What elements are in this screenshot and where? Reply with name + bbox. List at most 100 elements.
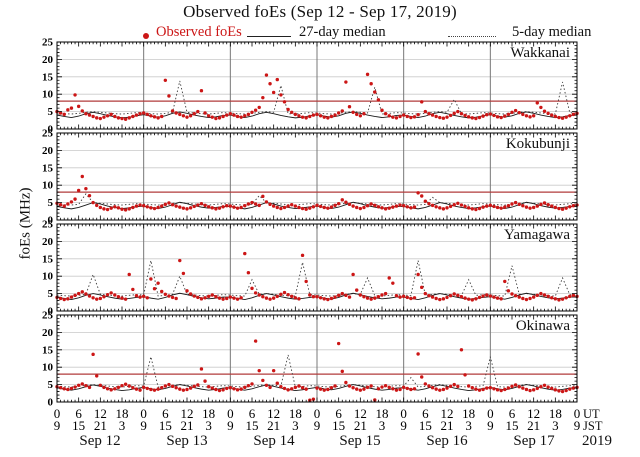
svg-text:21: 21 [267,418,280,433]
svg-text:12: 12 [267,406,280,421]
svg-text:18: 18 [116,406,129,421]
legend-27day-median-label: 27-day median [299,24,386,40]
svg-text:0: 0 [400,406,407,421]
svg-text:15: 15 [42,71,54,83]
year-label: 2019 [582,433,612,449]
svg-text:20: 20 [42,327,54,339]
date-label-sep15: Sep 15 [339,433,381,449]
date-label-sep13: Sep 13 [166,433,208,449]
svg-text:6: 6 [162,406,169,421]
svg-text:20: 20 [42,236,54,248]
median5-line [56,354,578,388]
svg-text:3: 3 [205,418,212,433]
svg-text:15: 15 [246,418,259,433]
panel-frame [56,223,578,312]
svg-text:12: 12 [181,406,194,421]
svg-text:15: 15 [42,344,54,356]
svg-text:10: 10 [42,89,54,101]
observed-dots [55,72,579,121]
svg-text:25: 25 [42,310,54,322]
svg-text:0: 0 [314,406,321,421]
panel-okinawa: 0 5 10 15 20 25 [42,310,579,409]
svg-text:3: 3 [379,418,386,433]
svg-text:6: 6 [422,406,429,421]
svg-text:18: 18 [376,406,389,421]
svg-text:21: 21 [527,418,540,433]
jst-unit-label: JST [583,419,603,433]
svg-text:15: 15 [159,418,172,433]
panel-frame [56,41,578,130]
axis-ticks [57,42,577,129]
svg-text:10: 10 [42,362,54,374]
svg-text:18: 18 [202,406,215,421]
svg-text:9: 9 [400,418,407,433]
svg-text:20: 20 [42,54,54,66]
svg-text:6: 6 [75,406,82,421]
svg-text:10: 10 [42,271,54,283]
ut-unit-label: UT [583,407,600,421]
svg-text:15: 15 [506,418,519,433]
station-label-kokubunji: Kokubunji [505,136,570,152]
station-label-okinawa: Okinawa [515,318,570,334]
panel-wakkanai: 0 5 10 15 20 25 [42,37,579,136]
svg-text:18: 18 [289,406,302,421]
axis-ticks [57,224,577,311]
axis-ticks [57,315,577,402]
svg-text:0: 0 [487,406,494,421]
svg-text:25: 25 [42,128,54,140]
svg-text:3: 3 [465,418,472,433]
svg-text:15: 15 [72,418,85,433]
svg-text:3: 3 [552,418,559,433]
svg-text:9: 9 [54,418,61,433]
date-label-sep16: Sep 16 [426,433,468,449]
date-label-sep17: Sep 17 [513,433,555,449]
observed-dot-marker-icon [143,33,149,39]
svg-text:5: 5 [48,197,54,209]
svg-text:25: 25 [42,37,54,49]
svg-text:6: 6 [509,406,516,421]
svg-text:21: 21 [94,418,107,433]
svg-text:3: 3 [119,418,126,433]
svg-text:0: 0 [48,124,54,136]
date-label-sep12: Sep 12 [79,433,121,449]
x-axis-hour-labels: 0961512211830961512211830961512211830961… [54,406,581,433]
svg-text:6: 6 [335,406,342,421]
station-label-wakkanai: Wakkanai [510,45,570,61]
panel-yamagawa: 0 5 10 15 20 25 [42,219,579,318]
svg-text:12: 12 [94,406,107,421]
svg-text:15: 15 [42,162,54,174]
svg-text:12: 12 [527,406,540,421]
panel-frame [56,314,578,403]
svg-text:5: 5 [48,379,54,391]
observed-dots [55,251,579,302]
svg-text:25: 25 [42,219,54,231]
svg-text:21: 21 [441,418,454,433]
date-label-sep14: Sep 14 [253,433,295,449]
panel-frame [56,132,578,221]
station-label-yamagawa: Yamagawa [504,227,570,243]
svg-text:12: 12 [441,406,454,421]
svg-text:21: 21 [354,418,367,433]
svg-text:15: 15 [42,253,54,265]
svg-text:9: 9 [487,418,494,433]
svg-text:0: 0 [48,215,54,227]
dotted-line-marker-icon [448,36,496,37]
legend-observed-label: Observed foEs [156,24,242,40]
observed-dots [55,174,579,212]
svg-text:9: 9 [227,418,234,433]
solid-line-marker-icon [247,36,291,37]
svg-text:15: 15 [419,418,432,433]
svg-text:21: 21 [181,418,194,433]
observed-dots [55,339,579,402]
svg-text:9: 9 [140,418,147,433]
svg-text:10: 10 [42,180,54,192]
svg-text:0: 0 [48,397,54,409]
svg-text:0: 0 [54,406,61,421]
svg-text:5: 5 [48,106,54,118]
svg-text:6: 6 [249,406,256,421]
svg-text:18: 18 [549,406,562,421]
axis-ticks [57,133,577,220]
svg-text:20: 20 [42,145,54,157]
svg-text:0: 0 [574,406,581,421]
